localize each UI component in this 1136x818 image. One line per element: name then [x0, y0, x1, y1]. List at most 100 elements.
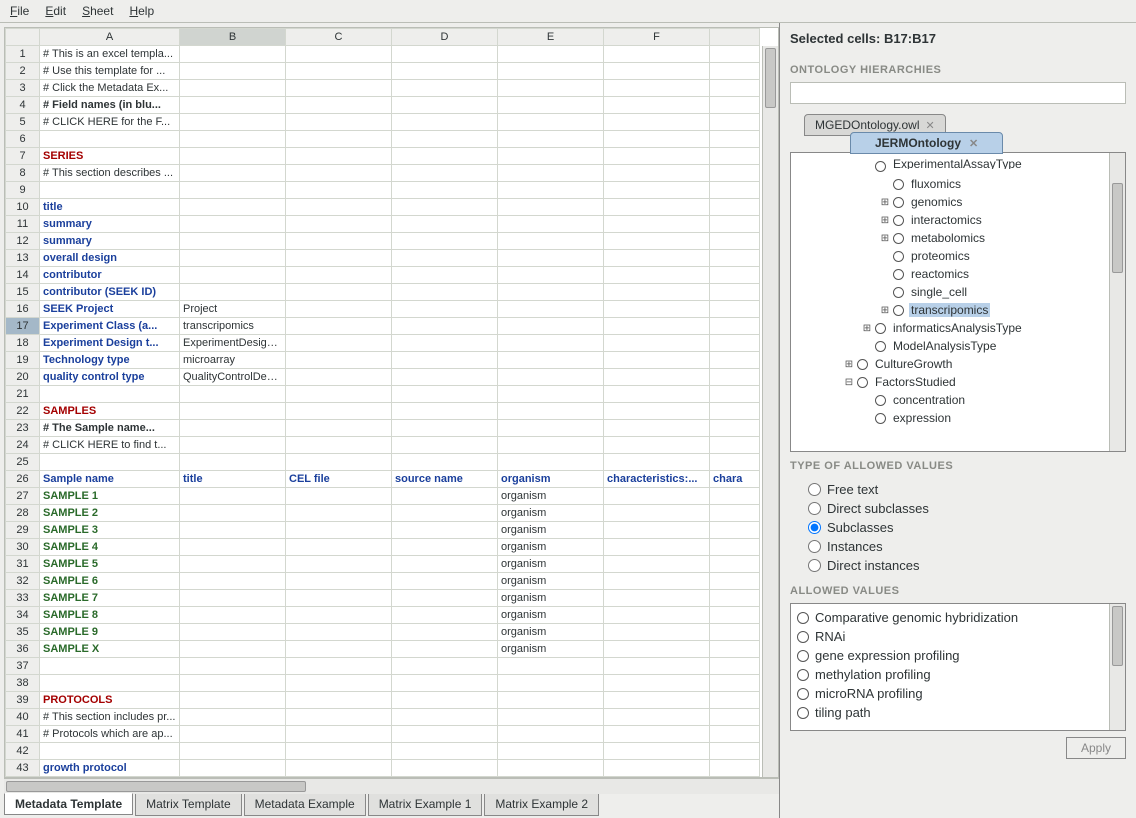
cell[interactable]: Project — [180, 301, 286, 318]
type-radio-option[interactable]: Instances — [808, 537, 1126, 556]
cell[interactable] — [710, 505, 760, 522]
cell[interactable] — [604, 675, 710, 692]
cell[interactable] — [604, 607, 710, 624]
cell[interactable] — [40, 743, 180, 760]
cell[interactable]: SAMPLE 7 — [40, 590, 180, 607]
cell[interactable] — [604, 335, 710, 352]
row-header[interactable]: 21 — [6, 386, 40, 403]
column-header[interactable]: A — [40, 29, 180, 46]
cell[interactable] — [710, 607, 760, 624]
cell[interactable] — [710, 199, 760, 216]
cell[interactable]: CEL file — [286, 471, 392, 488]
cell[interactable]: PROTOCOLS — [40, 692, 180, 709]
cell[interactable] — [180, 403, 286, 420]
cell[interactable] — [710, 267, 760, 284]
cell[interactable] — [392, 505, 498, 522]
cell[interactable] — [286, 709, 392, 726]
cell[interactable] — [710, 386, 760, 403]
cell[interactable] — [286, 114, 392, 131]
cell[interactable] — [286, 250, 392, 267]
column-header[interactable]: D — [392, 29, 498, 46]
cell[interactable]: # The Sample name... — [40, 420, 180, 437]
ontology-search-input[interactable] — [790, 82, 1126, 104]
cell[interactable] — [498, 182, 604, 199]
type-radio-option[interactable]: Subclasses — [808, 518, 1126, 537]
cell[interactable] — [392, 216, 498, 233]
cell[interactable] — [392, 420, 498, 437]
row-header[interactable]: 14 — [6, 267, 40, 284]
cell[interactable] — [710, 522, 760, 539]
cell[interactable] — [286, 386, 392, 403]
row-header[interactable]: 22 — [6, 403, 40, 420]
cell[interactable] — [286, 522, 392, 539]
close-icon[interactable]: ✕ — [925, 119, 934, 132]
cell[interactable] — [710, 692, 760, 709]
cell[interactable] — [392, 46, 498, 63]
cell[interactable] — [710, 709, 760, 726]
cell[interactable] — [180, 522, 286, 539]
allowed-value-item[interactable]: microRNA profiling — [797, 684, 1107, 703]
cell[interactable]: organism — [498, 573, 604, 590]
cell[interactable] — [498, 369, 604, 386]
cell[interactable] — [180, 165, 286, 182]
cell[interactable] — [710, 556, 760, 573]
cell[interactable] — [180, 658, 286, 675]
cell[interactable] — [604, 284, 710, 301]
cell[interactable] — [392, 80, 498, 97]
cell[interactable] — [392, 641, 498, 658]
cell[interactable] — [604, 454, 710, 471]
cell[interactable] — [392, 403, 498, 420]
menu-help[interactable]: Help — [123, 2, 160, 20]
cell[interactable] — [604, 760, 710, 777]
sheet-tab[interactable]: Metadata Template — [4, 793, 133, 815]
cell[interactable] — [604, 233, 710, 250]
tree-expand-icon[interactable]: ⊞ — [879, 197, 891, 208]
cell[interactable] — [180, 97, 286, 114]
menu-edit[interactable]: Edit — [39, 2, 72, 20]
cell[interactable] — [498, 284, 604, 301]
cell[interactable]: # Field names (in blu... — [40, 97, 180, 114]
cell[interactable]: organism — [498, 607, 604, 624]
cell[interactable]: organism — [498, 624, 604, 641]
cell[interactable]: chara — [710, 471, 760, 488]
cell[interactable] — [40, 454, 180, 471]
cell[interactable] — [40, 386, 180, 403]
cell[interactable] — [180, 250, 286, 267]
cell[interactable] — [40, 658, 180, 675]
cell[interactable] — [392, 97, 498, 114]
cell[interactable] — [286, 63, 392, 80]
cell[interactable] — [604, 216, 710, 233]
row-header[interactable]: 24 — [6, 437, 40, 454]
cell[interactable] — [498, 165, 604, 182]
row-header[interactable]: 13 — [6, 250, 40, 267]
cell[interactable] — [604, 403, 710, 420]
cell[interactable] — [180, 80, 286, 97]
cell[interactable] — [180, 556, 286, 573]
row-header[interactable]: 6 — [6, 131, 40, 148]
cell[interactable]: source name — [392, 471, 498, 488]
cell[interactable] — [710, 658, 760, 675]
tree-expand-icon[interactable]: ⊞ — [861, 323, 873, 334]
tree-node[interactable]: fluxomics — [793, 175, 1123, 193]
menu-file[interactable]: File — [4, 2, 35, 20]
row-header[interactable]: 20 — [6, 369, 40, 386]
cell[interactable]: SAMPLE 9 — [40, 624, 180, 641]
row-header[interactable]: 4 — [6, 97, 40, 114]
row-header[interactable]: 11 — [6, 216, 40, 233]
row-header[interactable]: 40 — [6, 709, 40, 726]
cell[interactable] — [286, 369, 392, 386]
row-header[interactable]: 2 — [6, 63, 40, 80]
cell[interactable] — [392, 743, 498, 760]
tree-node[interactable]: ⊞ interactomics — [793, 211, 1123, 229]
cell[interactable] — [498, 46, 604, 63]
cell[interactable]: SAMPLE 5 — [40, 556, 180, 573]
cell[interactable] — [710, 165, 760, 182]
cell[interactable] — [604, 692, 710, 709]
cell[interactable]: title — [40, 199, 180, 216]
cell[interactable] — [498, 216, 604, 233]
cell[interactable]: # Click the Metadata Ex... — [40, 80, 180, 97]
tree-node[interactable]: ModelAnalysisType — [793, 337, 1123, 355]
cell[interactable]: Experiment Class (a... — [40, 318, 180, 335]
row-header[interactable]: 19 — [6, 352, 40, 369]
cell[interactable] — [180, 63, 286, 80]
